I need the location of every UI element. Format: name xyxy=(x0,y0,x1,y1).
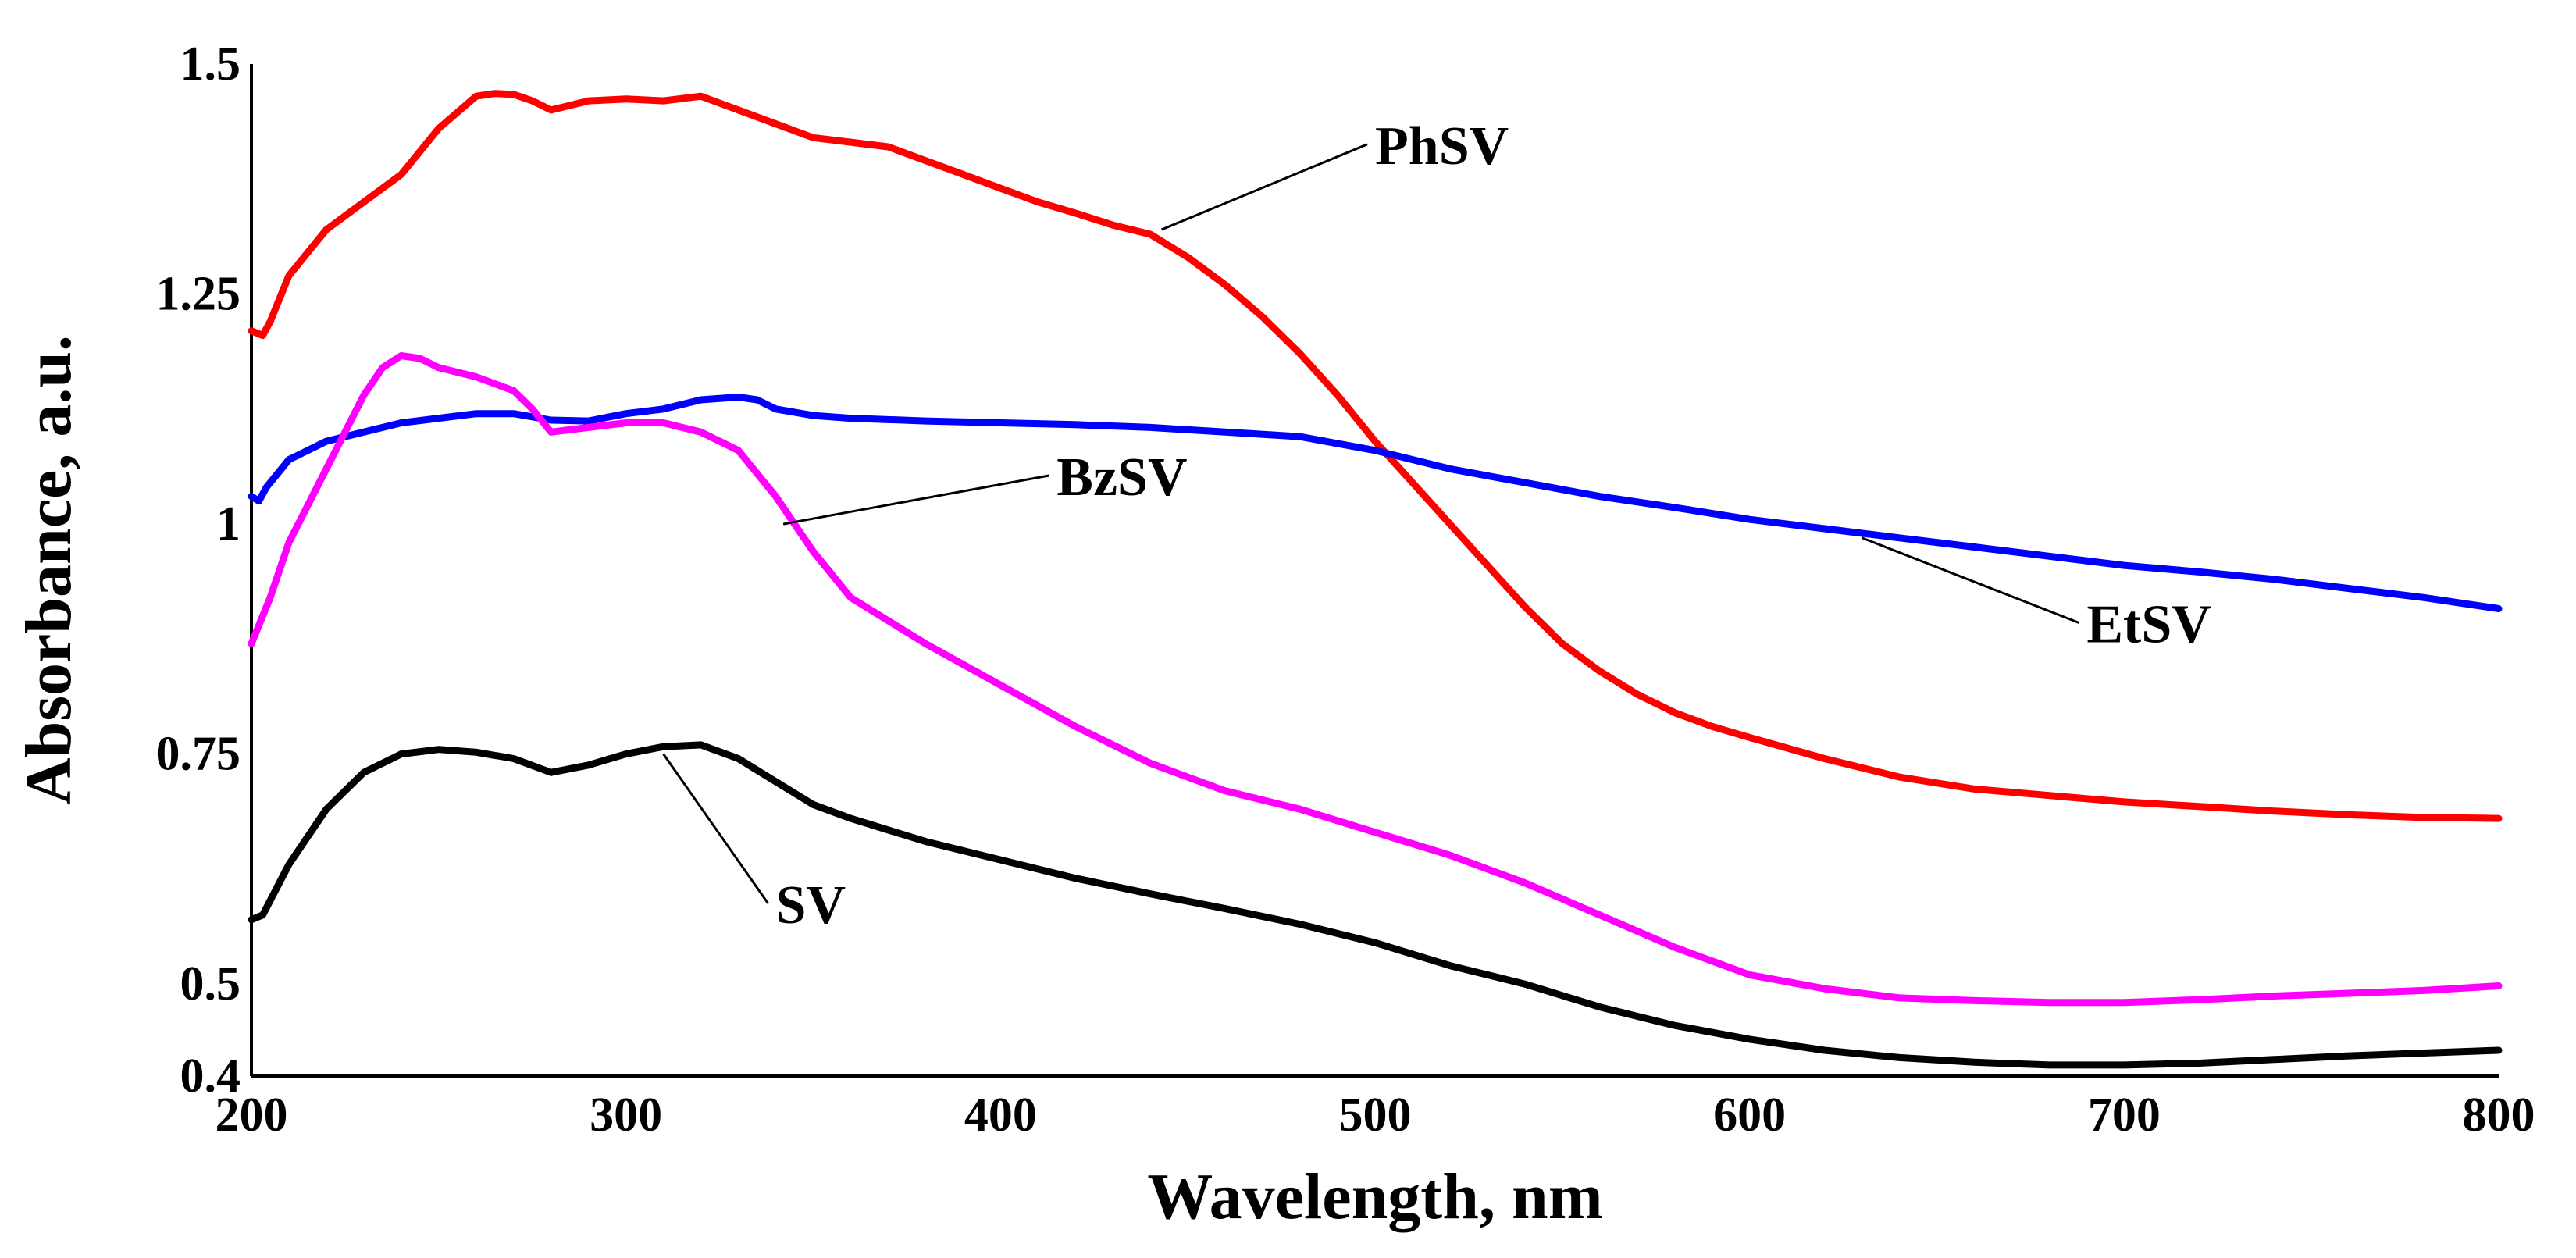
y-tick-label-1-5: 1.5 xyxy=(180,37,241,91)
leader-line-bzsv xyxy=(782,474,1049,526)
y-tick-label-1: 1 xyxy=(216,497,240,551)
series-label-layer: PhSV EtSV BzSV SV xyxy=(776,116,2211,935)
y-tick-label-0-5: 0.5 xyxy=(180,957,241,1010)
y-tick-label-1-25: 1.25 xyxy=(156,268,241,321)
tick-label-layer: 200 300 400 500 600 700 800 0.4 0.5 0.75 1 1.25 1.5 xyxy=(156,37,2535,1142)
x-tick-label-700: 700 xyxy=(2088,1089,2161,1142)
series-label-bzsv: BzSV xyxy=(1056,447,1187,508)
leader-line-sv xyxy=(662,753,769,904)
x-tick-label-200: 200 xyxy=(216,1089,288,1142)
x-axis-title: Wavelength, nm xyxy=(1147,1160,1602,1233)
series-line-etsv xyxy=(248,394,2503,612)
series-line-phsv xyxy=(248,90,2503,822)
series-line-bzsv xyxy=(248,352,2503,1007)
y-axis-title: Absorbance, a.u. xyxy=(12,335,85,805)
leader-line-phsv xyxy=(1161,143,1368,231)
x-tick-label-800: 800 xyxy=(2463,1089,2535,1142)
plot-frame xyxy=(250,64,2499,1078)
series-label-sv: SV xyxy=(776,875,846,935)
x-tick-label-300: 300 xyxy=(590,1089,662,1142)
leader-line-etsv xyxy=(1862,536,2079,624)
x-tick-label-600: 600 xyxy=(1713,1089,1786,1142)
y-tick-label-0-4: 0.4 xyxy=(180,1050,241,1103)
series-label-phsv: PhSV xyxy=(1375,116,1509,176)
series-line-sv xyxy=(248,741,2503,1069)
x-tick-label-500: 500 xyxy=(1339,1089,1412,1142)
y-tick-label-0-75: 0.75 xyxy=(156,728,241,781)
series-layer xyxy=(248,90,2503,1069)
x-tick-label-400: 400 xyxy=(964,1089,1037,1142)
series-label-etsv: EtSV xyxy=(2086,594,2211,654)
leader-line-layer xyxy=(662,143,2079,904)
